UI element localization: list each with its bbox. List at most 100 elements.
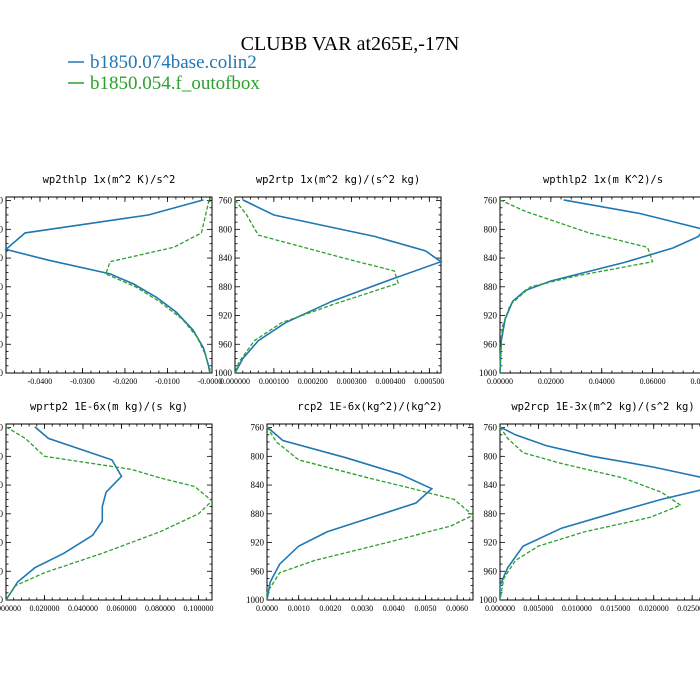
y-tick-label: 760	[0, 196, 4, 206]
y-tick-label: 960	[0, 566, 4, 576]
panel-title: rcp2 1E-6x(kg^2)/(kg^2)	[297, 401, 442, 413]
series-line-2	[499, 199, 654, 374]
series-line-2	[234, 199, 400, 374]
x-tick-label: -0.0400	[28, 377, 53, 386]
x-tick-label: 0.100000	[184, 604, 214, 613]
y-tick-label: 840	[484, 480, 498, 490]
series-line-2	[266, 426, 475, 600]
panel-1: wp2thlp 1x(m^2 K)/s^2 760 800 840 880 920 960 1…	[0, 174, 222, 386]
y-tick-label: 760	[0, 423, 4, 433]
y-tick-label: 760	[251, 423, 265, 433]
y-tick-label: 800	[0, 224, 4, 234]
y-tick-label: 1000	[246, 595, 265, 605]
x-tick-label: 0.08000	[690, 377, 700, 386]
y-tick-label: 760	[219, 196, 233, 206]
y-tick-label: 800	[0, 451, 4, 461]
panel-5: rcp2 1E-6x(kg^2)/(kg^2) 760 800 840 880 920 96…	[246, 401, 475, 613]
y-tick-label: 880	[219, 282, 233, 292]
y-tick-label: 800	[484, 224, 498, 234]
y-tick-label: 1000	[214, 368, 233, 378]
panel-3: wpthlp2 1x(m K^2)/s 760 800 840 880 920 960 100…	[479, 174, 700, 386]
series-line-1	[266, 426, 434, 601]
series-line-2	[104, 199, 211, 374]
panels: wp2thlp 1x(m^2 K)/s^2 760 800 840 880 920 960 1…	[0, 174, 700, 613]
y-tick-label: 1000	[479, 368, 498, 378]
y-tick-label: 960	[251, 566, 265, 576]
y-tick-label: 1000	[479, 595, 498, 605]
panel-4: wprtp2 1E-6x(m kg)/(s kg) 760 800 840 880 920…	[0, 401, 214, 613]
series-line-2	[5, 426, 213, 601]
x-tick-label: 0.000200	[298, 377, 328, 386]
series-line-2	[499, 426, 682, 601]
x-tick-label: -0.0200	[113, 377, 138, 386]
x-tick-label: 0.005000	[523, 604, 553, 613]
x-tick-label: 0.000500	[414, 377, 444, 386]
y-tick-label: 880	[0, 509, 4, 519]
y-tick-label: 840	[0, 480, 4, 490]
panel-title: wpthlp2 1x(m K^2)/s	[543, 174, 663, 186]
y-tick-label: 920	[0, 311, 4, 321]
panel-title: wprtp2 1E-6x(m kg)/(s kg)	[30, 401, 188, 413]
x-tick-label: 0.010000	[562, 604, 592, 613]
series-line-1	[499, 426, 700, 600]
x-tick-label: 0.04000	[589, 377, 615, 386]
x-tick-label: 0.000000	[220, 377, 250, 386]
panel-title: wp2thlp 1x(m^2 K)/s^2	[43, 174, 176, 186]
x-tick-label: 0.00000	[487, 377, 513, 386]
y-tick-label: 840	[484, 253, 498, 263]
x-tick-label: -0.0000	[198, 377, 223, 386]
x-tick-label: 0.000400	[375, 377, 405, 386]
y-tick-label: 880	[484, 282, 498, 292]
x-tick-label: 0.000300	[337, 377, 367, 386]
y-tick-label: 960	[0, 339, 4, 349]
x-tick-label: 0.000000	[485, 604, 515, 613]
series-line-1	[4, 199, 211, 374]
y-tick-label: 960	[484, 339, 498, 349]
y-tick-label: 920	[484, 311, 498, 321]
legend-label-1: b1850.074base.colin2	[90, 52, 257, 73]
legend-label-2: b1850.054.f_outofbox	[90, 73, 260, 94]
x-tick-label: 0.0020	[319, 604, 341, 613]
y-tick-label: 920	[0, 538, 4, 548]
x-tick-label: 0.040000	[68, 604, 98, 613]
x-tick-label: 0.0040	[383, 604, 405, 613]
y-tick-label: 800	[219, 224, 233, 234]
series-line-1	[499, 199, 700, 374]
panel-title: wp2rtp 1x(m^2 kg)/(s^2 kg)	[256, 174, 420, 186]
x-tick-label: 0.025000	[677, 604, 700, 613]
y-tick-label: 1000	[0, 595, 4, 605]
x-tick-label: 0.06000	[640, 377, 666, 386]
y-tick-label: 960	[219, 339, 233, 349]
x-tick-label: -0.0100	[155, 377, 180, 386]
panel-title: wp2rcp 1E-3x(m^2 kg)/(s^2 kg)	[511, 401, 694, 413]
x-tick-label: 0.02000	[538, 377, 564, 386]
x-tick-label: 0.0000	[256, 604, 278, 613]
y-tick-label: 960	[484, 566, 498, 576]
plot-frame	[234, 196, 442, 374]
y-tick-label: 920	[484, 538, 498, 548]
y-tick-label: 840	[0, 253, 4, 263]
x-tick-label: 0.020000	[30, 604, 60, 613]
y-tick-label: 880	[251, 509, 265, 519]
legend: b1850.074base.colin2 b1850.054.f_outofbo…	[68, 52, 260, 94]
plot-frame	[266, 423, 474, 601]
x-tick-label: 0.0050	[414, 604, 436, 613]
plot-frame	[5, 423, 213, 601]
plot-frame	[499, 423, 700, 601]
y-tick-label: 800	[251, 451, 265, 461]
x-tick-label: 0.0060	[446, 604, 468, 613]
y-tick-label: 840	[251, 480, 265, 490]
x-tick-label: 0.0010	[288, 604, 310, 613]
x-tick-label: -0.0300	[70, 377, 95, 386]
figure-title: CLUBB VAR at265E,-17N	[241, 33, 460, 55]
plot-frame	[5, 196, 213, 374]
y-tick-label: 920	[251, 538, 265, 548]
x-tick-label: 0.000000	[0, 604, 21, 613]
y-tick-label: 880	[484, 509, 498, 519]
plot-frame	[499, 196, 700, 374]
x-tick-label: 0.000100	[259, 377, 289, 386]
series-line-1	[5, 426, 123, 601]
x-tick-label: 0.060000	[107, 604, 137, 613]
y-tick-label: 920	[219, 311, 233, 321]
